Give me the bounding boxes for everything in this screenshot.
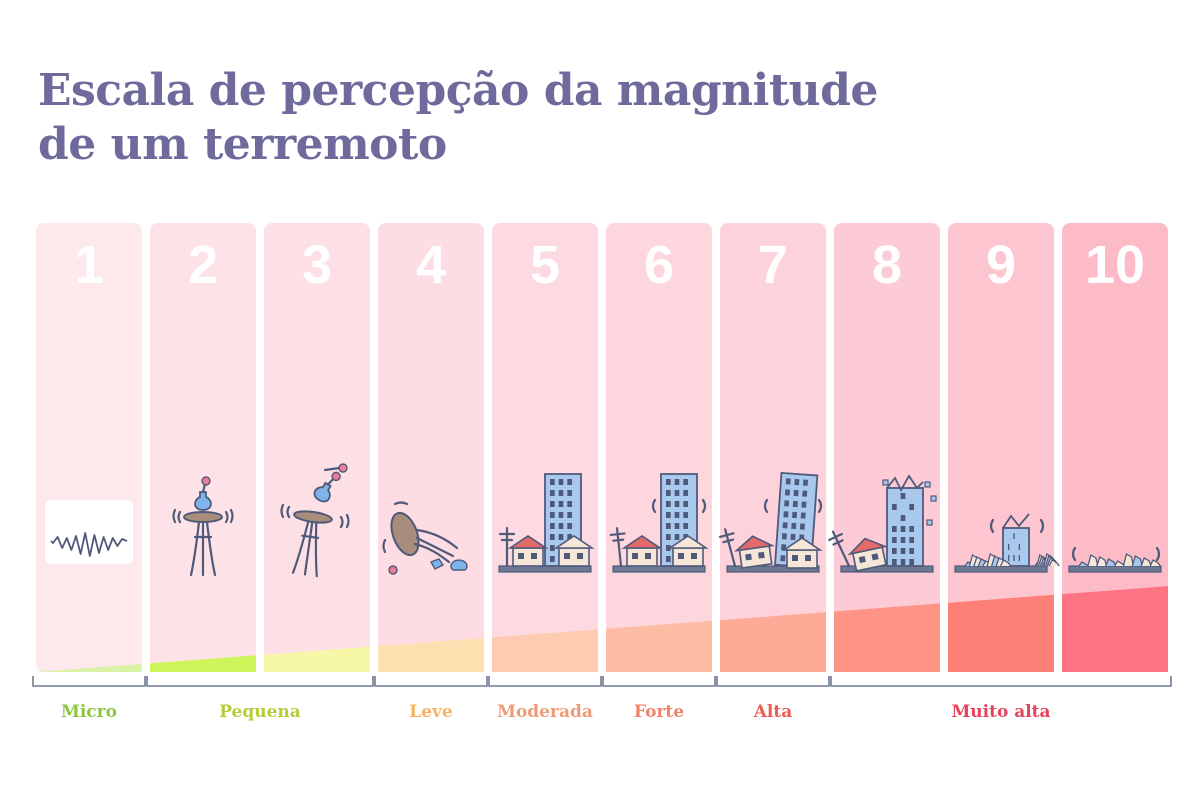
bracket-5 bbox=[716, 676, 830, 687]
table-vase-icon bbox=[172, 476, 234, 577]
column-icons bbox=[45, 463, 1162, 578]
column-number-3: 3 bbox=[302, 235, 332, 295]
column-10 bbox=[1062, 223, 1168, 672]
column-number-9: 9 bbox=[986, 235, 1016, 295]
category-label-2: Leve bbox=[409, 702, 453, 722]
seismograph-icon bbox=[45, 500, 133, 564]
category-labels: Micro Pequena Leve Moderada Forte Alta Muito a… bbox=[61, 702, 1051, 722]
bracket-6 bbox=[830, 676, 1172, 687]
category-label-4: Forte bbox=[634, 702, 684, 722]
column-number-8: 8 bbox=[872, 235, 902, 295]
buildings-collapsing-icon bbox=[954, 513, 1060, 573]
column-3 bbox=[264, 223, 370, 672]
buildings-shaking-icon bbox=[609, 473, 709, 573]
bracket-0 bbox=[32, 676, 146, 687]
rubble-icon bbox=[1068, 546, 1162, 573]
category-label-1: Pequena bbox=[219, 702, 301, 722]
bracket-4 bbox=[602, 676, 716, 687]
category-label-5: Alta bbox=[753, 702, 793, 722]
buildings-bending-icon bbox=[718, 472, 823, 573]
category-brackets bbox=[32, 676, 1172, 687]
category-label-3: Moderada bbox=[497, 702, 593, 722]
page-title: Escala de percepção da magnitude de um t… bbox=[38, 64, 938, 172]
category-label-0: Micro bbox=[61, 702, 117, 722]
column-number-5: 5 bbox=[530, 235, 560, 295]
column-2 bbox=[150, 223, 256, 672]
table-falling-icon bbox=[382, 501, 468, 575]
column-number-6: 6 bbox=[644, 235, 674, 295]
intensity-fill-10 bbox=[1062, 586, 1168, 672]
title-line-1: Escala de percepção da magnitude bbox=[38, 65, 878, 116]
bracket-1 bbox=[146, 676, 374, 687]
table-vase-tipping-icon bbox=[280, 463, 350, 578]
buildings-icon bbox=[498, 473, 595, 573]
column-numbers: 1 2 3 4 5 6 7 8 9 10 bbox=[74, 235, 1145, 295]
buildings-cracking-icon bbox=[828, 474, 937, 573]
bracket-2 bbox=[374, 676, 488, 687]
bracket-3 bbox=[488, 676, 602, 687]
title-line-2: de um terremoto bbox=[38, 119, 447, 170]
column-number-10: 10 bbox=[1085, 235, 1145, 295]
column-number-7: 7 bbox=[758, 235, 788, 295]
column-number-1: 1 bbox=[74, 235, 104, 295]
column-number-4: 4 bbox=[416, 235, 446, 295]
column-number-2: 2 bbox=[188, 235, 218, 295]
category-label-6: Muito alta bbox=[951, 702, 1050, 722]
